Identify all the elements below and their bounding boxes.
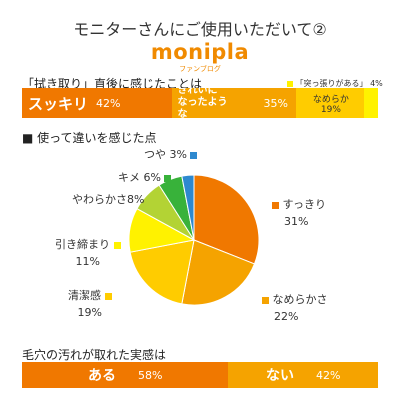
pie-slice (181, 239, 256, 306)
slice-pct: 3% (169, 148, 187, 161)
bar3-segment: ある 58% (22, 362, 229, 388)
slice-label-kime: キメ 6% (118, 169, 172, 186)
slice-pct: 11% (75, 255, 100, 268)
legend-swatch (272, 201, 279, 209)
pie-slice (181, 174, 195, 241)
bar1-segment: きれいに なったような 35% (171, 88, 297, 118)
bar1-segment: スッキリ 42% (22, 88, 172, 118)
slice-label-hikishimari: 引き締まり 11% (55, 236, 121, 270)
bar1-category-pct: 19% (320, 104, 341, 115)
legend-swatch (190, 151, 198, 159)
pie-slice (129, 239, 195, 305)
bar1-note-label: 「突っ張りがある」 4% (287, 78, 383, 89)
bar1-segment-label: きれいに なったような 35% (178, 88, 293, 118)
legend-swatch (147, 196, 155, 204)
bar3-category-name: ない (266, 368, 294, 384)
slice-name: キメ (118, 171, 140, 184)
bar3-chart: ある 58% ない 42% (22, 362, 378, 388)
section3-label: 毛穴の汚れが取れた実感は (22, 348, 167, 362)
slice-pct: 22% (274, 310, 299, 323)
slice-label-nameraka: なめらかさ 22% (262, 291, 328, 325)
bar1-segment: なめらか 19% (296, 88, 364, 118)
bar1-chart: スッキリ 42% きれいに なったような 35% なめらか 19% (22, 88, 378, 118)
bar1-category-pct: 42% (96, 96, 121, 110)
legend-swatch (164, 174, 172, 182)
bar1-category-name: きれいに なったような (177, 88, 228, 118)
bar1-note-pct: 4% (370, 79, 383, 88)
bar3-segment-label: ない 42% (228, 362, 378, 388)
slice-label-sukkiri: すっきり 31% (272, 196, 326, 230)
legend-swatch (287, 80, 293, 87)
bar1-category-pct: 35% (263, 96, 288, 110)
slice-pct: 31% (284, 215, 309, 228)
slice-name: なめらかさ (272, 293, 328, 306)
legend-swatch (104, 292, 112, 300)
slice-label-tsuya: つや 3% (144, 146, 198, 163)
legend-swatch (113, 241, 121, 249)
section1-label: 「拭き取り」直後に感じたことは (22, 77, 203, 91)
slice-pct: 6% (143, 171, 161, 184)
bar1-category-name: なめらか (312, 94, 349, 105)
bar3-segment: ない 42% (228, 362, 378, 388)
pie-slice (193, 174, 260, 265)
slice-name: やわらかさ (72, 193, 127, 206)
bar1-category-name: スッキリ (28, 94, 89, 113)
section2-label: ■ 使って違いを感じた点 (22, 131, 157, 145)
bar3-category-pct: 58% (138, 368, 163, 382)
bar1-note-name: 「突っ張りがある」 (295, 79, 368, 88)
bar1-segment-label: なめらか 19% (302, 88, 360, 118)
page-title: モニターさんにご使用いただいて② (73, 20, 327, 39)
bar3-category-name: ある (88, 368, 116, 384)
slice-pct: 8% (127, 193, 145, 206)
bar1-segment (363, 88, 378, 118)
slice-name: すっきり (282, 198, 327, 211)
slice-name: 引き締まり (55, 238, 110, 251)
slice-label-seiketsu: 清潔感 19% (68, 287, 112, 321)
legend-swatch (262, 296, 269, 304)
bar3-category-pct: 42% (316, 368, 341, 382)
bar1-segment-label: スッキリ 42% (28, 88, 168, 118)
bar3-segment-label: ある 58% (22, 362, 228, 388)
brand-logo: monipla (150, 40, 250, 64)
slice-name: 清潔感 (68, 289, 101, 302)
slice-pct: 19% (77, 306, 102, 319)
slice-label-yawarakasa: やわらかさ8% (72, 191, 155, 208)
slice-name: つや (144, 148, 166, 161)
brand-subtitle: ファンブログ (179, 65, 221, 73)
